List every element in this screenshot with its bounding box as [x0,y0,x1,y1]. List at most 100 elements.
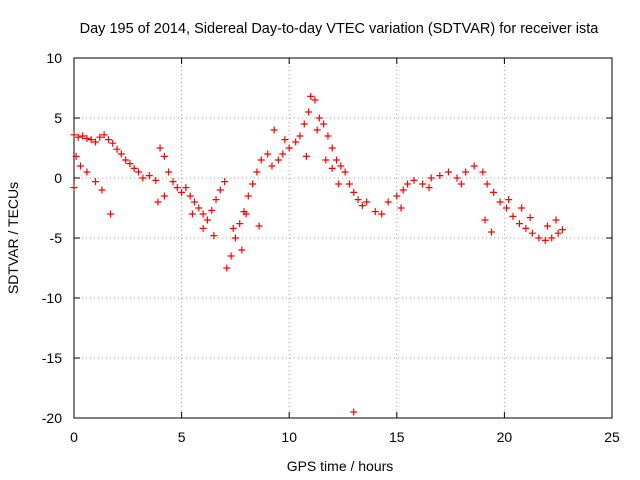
data-point [249,180,257,188]
data-point [313,126,321,134]
y-tick-label: -5 [50,230,63,246]
data-point [333,156,341,164]
data-point [154,198,162,206]
data-point [160,152,168,160]
data-point [152,176,160,184]
data-points [70,92,567,416]
data-point [462,168,470,176]
data-point [483,180,491,188]
y-tick-label: 0 [54,170,62,186]
data-point [384,198,392,206]
x-axis-label: GPS time / hours [287,458,394,474]
data-point [505,196,513,204]
y-tick-label: -15 [42,350,62,366]
y-tick-label: 10 [46,50,62,66]
x-tick-label: 5 [178,429,186,445]
data-point [208,206,216,214]
data-point [221,178,229,186]
data-point [535,234,543,242]
data-point [126,160,134,168]
data-point [300,120,308,128]
data-point [227,252,235,260]
data-point [479,168,487,176]
data-point [470,162,478,170]
data-point [79,132,87,140]
data-point [199,224,207,232]
data-point [378,210,386,218]
data-point [244,192,252,200]
data-point [410,176,418,184]
data-point [104,136,112,144]
data-point [195,204,203,212]
data-point [160,192,168,200]
data-point [335,180,343,188]
data-point [526,214,534,222]
data-point [522,224,530,232]
data-point [444,168,452,176]
data-point [72,152,80,160]
data-point [296,132,304,140]
data-point [178,188,186,196]
data-point [552,216,560,224]
data-point [363,198,371,206]
data-point [98,186,106,194]
data-point [315,114,323,122]
data-point [96,133,104,141]
data-point [135,168,143,176]
data-point [113,145,121,153]
data-point [543,222,551,230]
data-point [509,212,517,220]
data-point [427,174,435,182]
data-point [70,131,78,139]
data-point [292,138,300,146]
data-point [397,204,405,212]
data-point [231,234,239,242]
x-tick-label: 20 [497,429,513,445]
data-point [324,132,332,140]
axis-ticks: 0 5 10 15 20 25 -20 -15 -10 -5 0 5 10 [42,50,620,445]
data-point [173,184,181,192]
data-point [238,246,246,254]
data-point [188,210,196,218]
data-point [216,186,224,194]
data-point [328,144,336,152]
data-point [393,192,401,200]
data-point [130,164,138,172]
data-point [242,210,250,218]
y-tick-label: -20 [42,410,62,426]
x-tick-label: 25 [604,429,620,445]
data-point [199,210,207,218]
y-tick-label: -10 [42,290,62,306]
data-point [515,220,523,228]
y-axis-label: SDTVAR / TECUs [5,182,21,294]
data-point [268,162,276,170]
data-point [337,162,345,170]
data-point [518,204,526,212]
data-point [145,172,153,180]
data-point [70,184,78,192]
data-point [496,198,504,206]
data-point [212,196,220,204]
data-point [274,156,282,164]
data-point [210,232,218,240]
data-point [236,220,244,228]
data-point [305,108,313,116]
data-point [350,408,358,416]
data-point [223,264,231,272]
data-point [481,216,489,224]
data-point [270,126,278,134]
data-point [279,150,287,158]
data-point [253,168,261,176]
data-point [229,224,237,232]
data-point [354,196,362,204]
data-point [92,138,100,146]
chart-title: Day 195 of 2014, Sidereal Day-to-day VTE… [80,21,600,37]
data-point [453,174,461,182]
data-point [302,152,310,160]
data-point [74,133,82,141]
data-point [191,198,199,206]
data-point [404,180,412,188]
x-tick-label: 0 [70,429,78,445]
